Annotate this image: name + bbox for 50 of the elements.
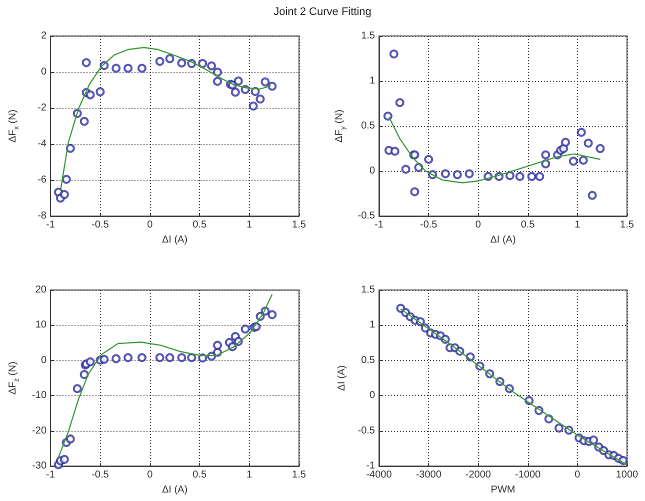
y-tick-label: -10: [32, 390, 47, 402]
x-tick-label: 0: [147, 220, 154, 231]
x-axis-title: ΔI (A): [162, 484, 188, 496]
x-tick-label: 1.5: [292, 470, 306, 481]
x-tick-label: 1.5: [292, 220, 306, 231]
y-tick-label: 0: [40, 66, 47, 78]
x-axis-title: ΔI (A): [162, 234, 188, 246]
x-tick-label: 0: [475, 220, 482, 231]
y-tick-label: 0.5: [361, 354, 376, 366]
x-tick-label: 0.5: [192, 220, 207, 231]
y-tick-label: -0.5: [358, 210, 376, 222]
y-tick-label: 10: [35, 320, 47, 331]
y-tick-label: 1.5: [361, 284, 376, 296]
x-tick-label: 0: [574, 470, 581, 481]
y-tick-label: 0: [40, 354, 47, 366]
x-tick-label: 0.5: [520, 220, 536, 231]
y-tick-label: 0: [369, 390, 376, 402]
x-tick-label: 1: [246, 220, 253, 231]
x-axis-title: PWM: [490, 484, 516, 496]
y-tick-label: -8: [38, 210, 47, 222]
y-tick-label: -30: [32, 460, 47, 472]
x-tick-label: 1: [574, 220, 581, 231]
x-tick-label: 1: [246, 470, 253, 481]
x-tick-label: -0.5: [92, 220, 110, 231]
x-tick-label: -2000: [465, 470, 492, 481]
x-tick-label: 1000: [616, 470, 639, 481]
x-tick-label: -3000: [416, 470, 442, 481]
y-tick-label: 1: [369, 76, 376, 87]
x-tick-label: -0.5: [420, 220, 438, 231]
y-tick-label: 0: [369, 166, 376, 177]
y-tick-label: -6: [38, 174, 47, 186]
y-tick-label: 20: [35, 284, 47, 296]
x-tick-label: 0: [147, 470, 154, 481]
y-tick-label: 1.5: [361, 30, 376, 42]
x-tick-label: 0.5: [192, 470, 207, 481]
y-tick-label: -1: [366, 460, 376, 472]
x-tick-label: 1.5: [620, 220, 634, 231]
y-tick-label: 0.5: [361, 120, 376, 132]
y-tick-label: 2: [40, 30, 47, 42]
y-axis-title: ΔI (A): [336, 365, 348, 391]
y-tick-label: 1: [369, 320, 376, 331]
x-tick-label: -1000: [515, 470, 542, 481]
y-tick-label: -4: [38, 138, 47, 150]
y-tick-label: -20: [32, 425, 47, 436]
y-tick-label: -2: [38, 102, 47, 114]
x-tick-label: -4000: [366, 470, 392, 481]
x-tick-label: -0.5: [92, 470, 110, 481]
text: Joint 2 Curve Fitting: [272, 6, 372, 18]
y-tick-label: -0.5: [358, 425, 376, 436]
x-axis-title: ΔI (A): [490, 234, 516, 246]
